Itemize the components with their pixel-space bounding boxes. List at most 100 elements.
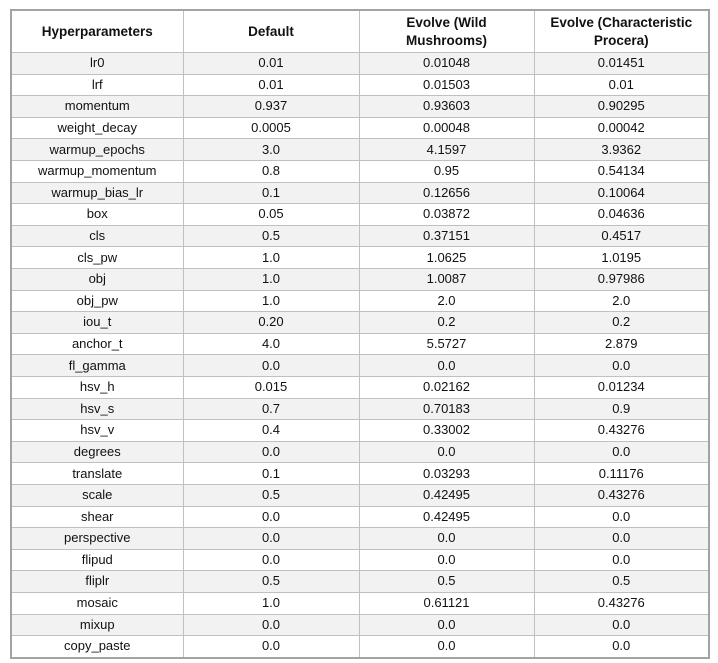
table-row: degrees 0.0 0.0 0.0 bbox=[10, 440, 710, 464]
value-cell: 0.00048 bbox=[358, 116, 535, 140]
hyperparameter-name-cell: perspective bbox=[10, 527, 184, 550]
value-cell: 0.0005 bbox=[182, 116, 360, 140]
value-cell: 0.0 bbox=[182, 440, 360, 464]
value-cell: 0.12656 bbox=[358, 181, 535, 205]
value-cell: 0.2 bbox=[358, 311, 535, 334]
value-cell: 3.9362 bbox=[533, 138, 710, 162]
value-cell: 0.05 bbox=[182, 203, 360, 226]
column-header-evolve-characteristic-procera: Evolve (Characteristic Procera) bbox=[533, 9, 710, 54]
value-cell: 0.10064 bbox=[533, 181, 710, 205]
value-cell: 0.9 bbox=[533, 397, 710, 421]
table-body: lr0 0.01 0.01048 0.01451 lrf 0.01 0.01503 0.01 m… bbox=[10, 52, 710, 659]
hyperparameter-name-cell: hsv_h bbox=[10, 376, 184, 399]
table-row: mixup 0.0 0.0 0.0 bbox=[10, 613, 710, 637]
value-cell: 0.0 bbox=[533, 354, 710, 377]
table-row: scale 0.5 0.42495 0.43276 bbox=[10, 483, 710, 507]
value-cell: 0.0 bbox=[182, 354, 360, 377]
value-cell: 0.5 bbox=[533, 570, 710, 593]
value-cell: 0.5 bbox=[182, 570, 360, 593]
table-row: perspective 0.0 0.0 0.0 bbox=[10, 527, 710, 550]
value-cell: 0.11176 bbox=[533, 462, 710, 485]
table-row: mosaic 1.0 0.61121 0.43276 bbox=[10, 591, 710, 615]
hyperparameter-name-cell: degrees bbox=[10, 440, 184, 464]
value-cell: 2.0 bbox=[358, 289, 535, 313]
value-cell: 0.0 bbox=[182, 505, 360, 529]
value-cell: 0.0 bbox=[533, 613, 710, 637]
value-cell: 0.43276 bbox=[533, 591, 710, 615]
value-cell: 0.61121 bbox=[358, 591, 535, 615]
hyperparameter-name-cell: box bbox=[10, 203, 184, 226]
value-cell: 0.0 bbox=[533, 548, 710, 572]
value-cell: 1.0 bbox=[182, 246, 360, 270]
table-row: warmup_bias_lr 0.1 0.12656 0.10064 bbox=[10, 181, 710, 205]
value-cell: 0.01234 bbox=[533, 376, 710, 399]
column-header-default: Default bbox=[182, 9, 360, 54]
value-cell: 1.0 bbox=[182, 591, 360, 615]
value-cell: 0.0 bbox=[358, 613, 535, 637]
value-cell: 0.2 bbox=[533, 311, 710, 334]
column-header-evolve-wild-mushrooms: Evolve (Wild Mushrooms) bbox=[358, 9, 535, 54]
value-cell: 0.02162 bbox=[358, 376, 535, 399]
value-cell: 2.879 bbox=[533, 332, 710, 356]
value-cell: 0.01 bbox=[182, 52, 360, 75]
table-row: fliplr 0.5 0.5 0.5 bbox=[10, 570, 710, 593]
hyperparameter-name-cell: warmup_epochs bbox=[10, 138, 184, 162]
table-row: cls 0.5 0.37151 0.4517 bbox=[10, 224, 710, 248]
hyperparameter-name-cell: scale bbox=[10, 483, 184, 507]
value-cell: 0.4 bbox=[182, 419, 360, 442]
value-cell: 0.0 bbox=[533, 527, 710, 550]
value-cell: 1.0 bbox=[182, 289, 360, 313]
table-row: warmup_momentum 0.8 0.95 0.54134 bbox=[10, 160, 710, 183]
value-cell: 0.90295 bbox=[533, 95, 710, 118]
table-row: fl_gamma 0.0 0.0 0.0 bbox=[10, 354, 710, 377]
value-cell: 0.03293 bbox=[358, 462, 535, 485]
hyperparameter-name-cell: obj_pw bbox=[10, 289, 184, 313]
header-row: Hyperparameters Default Evolve (Wild Mus… bbox=[10, 9, 710, 54]
hyperparameter-name-cell: fliplr bbox=[10, 570, 184, 593]
table-row: shear 0.0 0.42495 0.0 bbox=[10, 505, 710, 529]
value-cell: 0.0 bbox=[358, 440, 535, 464]
value-cell: 0.33002 bbox=[358, 419, 535, 442]
hyperparameter-name-cell: fl_gamma bbox=[10, 354, 184, 377]
table-row: obj 1.0 1.0087 0.97986 bbox=[10, 268, 710, 291]
value-cell: 4.1597 bbox=[358, 138, 535, 162]
value-cell: 0.1 bbox=[182, 181, 360, 205]
hyperparameter-name-cell: warmup_momentum bbox=[10, 160, 184, 183]
hyperparameters-table: Hyperparameters Default Evolve (Wild Mus… bbox=[10, 9, 710, 659]
value-cell: 0.0 bbox=[533, 635, 710, 659]
value-cell: 0.0 bbox=[358, 635, 535, 659]
value-cell: 0.43276 bbox=[533, 419, 710, 442]
value-cell: 0.54134 bbox=[533, 160, 710, 183]
hyperparameter-name-cell: lrf bbox=[10, 73, 184, 97]
hyperparameter-name-cell: translate bbox=[10, 462, 184, 485]
value-cell: 1.0 bbox=[182, 268, 360, 291]
value-cell: 0.5 bbox=[358, 570, 535, 593]
value-cell: 0.0 bbox=[182, 635, 360, 659]
hyperparameter-name-cell: copy_paste bbox=[10, 635, 184, 659]
value-cell: 0.937 bbox=[182, 95, 360, 118]
hyperparameter-name-cell: obj bbox=[10, 268, 184, 291]
column-header-hyperparameters: Hyperparameters bbox=[10, 9, 184, 54]
value-cell: 0.8 bbox=[182, 160, 360, 183]
value-cell: 1.0195 bbox=[533, 246, 710, 270]
hyperparameter-name-cell: iou_t bbox=[10, 311, 184, 334]
value-cell: 0.00042 bbox=[533, 116, 710, 140]
table-row: translate 0.1 0.03293 0.11176 bbox=[10, 462, 710, 485]
value-cell: 0.5 bbox=[182, 224, 360, 248]
hyperparameter-name-cell: momentum bbox=[10, 95, 184, 118]
value-cell: 0.0 bbox=[358, 548, 535, 572]
value-cell: 0.20 bbox=[182, 311, 360, 334]
table-row: hsv_h 0.015 0.02162 0.01234 bbox=[10, 376, 710, 399]
hyperparameter-name-cell: anchor_t bbox=[10, 332, 184, 356]
hyperparameter-name-cell: cls_pw bbox=[10, 246, 184, 270]
value-cell: 0.0 bbox=[358, 354, 535, 377]
value-cell: 0.70183 bbox=[358, 397, 535, 421]
hyperparameter-name-cell: lr0 bbox=[10, 52, 184, 75]
table-row: box 0.05 0.03872 0.04636 bbox=[10, 203, 710, 226]
value-cell: 0.0 bbox=[182, 548, 360, 572]
table-row: obj_pw 1.0 2.0 2.0 bbox=[10, 289, 710, 313]
table-row: copy_paste 0.0 0.0 0.0 bbox=[10, 635, 710, 659]
value-cell: 0.95 bbox=[358, 160, 535, 183]
table-row: warmup_epochs 3.0 4.1597 3.9362 bbox=[10, 138, 710, 162]
